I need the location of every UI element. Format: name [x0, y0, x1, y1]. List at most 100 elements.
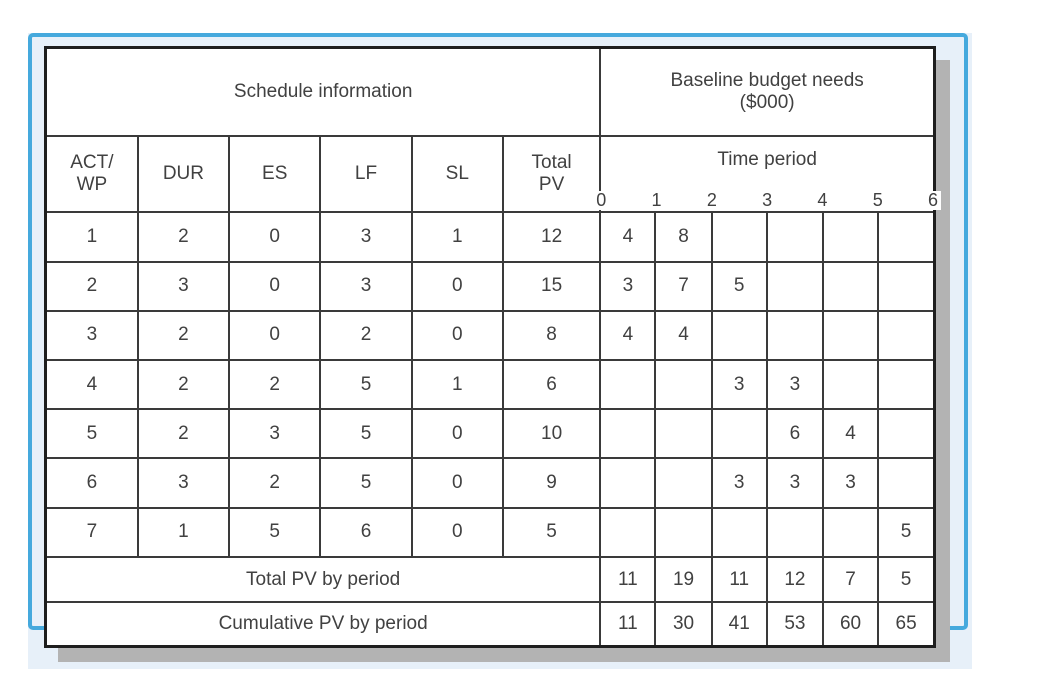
cell-act-wp: 5	[44, 408, 139, 460]
cell-es: 2	[228, 359, 322, 411]
time-axis-tick-4: 4	[814, 191, 831, 211]
cell-total-pv: 5	[501, 506, 602, 559]
time-axis-tick-6: 6	[924, 191, 942, 211]
col-header-total-pv: Total PV	[501, 134, 602, 214]
cell-period-0	[599, 408, 657, 460]
cell-period-5	[877, 211, 936, 263]
cell-period-1: 4	[654, 309, 713, 362]
total-pv-period-value: 11	[599, 556, 657, 604]
cumulative-pv-period-value: 11	[599, 601, 657, 648]
cell-total-pv: 8	[501, 309, 602, 362]
cell-sl: 0	[410, 506, 504, 559]
cell-es: 3	[228, 408, 322, 460]
col-header-es: ES	[228, 134, 322, 214]
cell-dur: 3	[136, 260, 231, 312]
cell-total-pv: 12	[501, 211, 602, 263]
cumulative-pv-row: Cumulative PV by period 11 30 41 53 60 6…	[44, 601, 936, 648]
cell-es: 0	[228, 309, 322, 362]
time-axis-tick-1: 1	[648, 191, 665, 211]
group-header-row: Schedule information Baseline budget nee…	[44, 46, 936, 137]
cell-period-3	[765, 260, 824, 312]
cell-dur: 2	[136, 359, 231, 411]
table-row: 1 2 0 3 1 12 4 8	[44, 211, 936, 263]
cell-dur: 1	[136, 506, 231, 559]
col-header-act-wp: ACT/ WP	[44, 134, 139, 214]
col-header-sl: SL	[410, 134, 504, 214]
cell-act-wp: 4	[44, 359, 139, 411]
cell-period-1	[654, 457, 713, 509]
cell-lf: 3	[319, 211, 413, 263]
cell-period-3	[765, 506, 824, 559]
cell-period-4	[821, 260, 880, 312]
cumulative-pv-period-value: 60	[821, 601, 880, 648]
time-period-label: Time period	[717, 148, 817, 170]
cell-period-2: 3	[710, 359, 768, 411]
cell-dur: 3	[136, 457, 231, 509]
cell-period-2	[710, 506, 768, 559]
cumulative-pv-row-label: Cumulative PV by period	[44, 601, 602, 648]
cell-es: 5	[228, 506, 322, 559]
cell-lf: 5	[319, 457, 413, 509]
cell-dur: 2	[136, 408, 231, 460]
total-pv-period-value: 12	[765, 556, 824, 604]
table-row: 3 2 0 2 0 8 4 4	[44, 309, 936, 362]
cell-period-0	[599, 359, 657, 411]
cell-period-5: 5	[877, 506, 936, 559]
cell-period-1	[654, 359, 713, 411]
cell-es: 0	[228, 260, 322, 312]
cell-lf: 5	[319, 359, 413, 411]
cell-period-5	[877, 260, 936, 312]
cell-period-3: 6	[765, 408, 824, 460]
cell-period-1	[654, 408, 713, 460]
table-row: 2 3 0 3 0 15 3 7 5	[44, 260, 936, 312]
cell-period-3: 3	[765, 457, 824, 509]
cell-period-4: 3	[821, 457, 880, 509]
total-pv-period-value: 19	[654, 556, 713, 604]
cell-period-5	[877, 457, 936, 509]
table-row: 6 3 2 5 0 9 3 3 3	[44, 457, 936, 509]
cumulative-pv-period-value: 41	[710, 601, 768, 648]
cell-period-1: 7	[654, 260, 713, 312]
table-row: 7 1 5 6 0 5 5	[44, 506, 936, 559]
cell-act-wp: 6	[44, 457, 139, 509]
cumulative-pv-period-value: 30	[654, 601, 713, 648]
cell-es: 2	[228, 457, 322, 509]
table-row: 5 2 3 5 0 10 6 4	[44, 408, 936, 460]
cell-sl: 0	[410, 408, 504, 460]
cell-act-wp: 2	[44, 260, 139, 312]
cell-period-5	[877, 359, 936, 411]
cell-period-2	[710, 211, 768, 263]
cell-period-4	[821, 506, 880, 559]
cell-period-2	[710, 408, 768, 460]
cell-dur: 2	[136, 211, 231, 263]
cell-period-5	[877, 309, 936, 362]
cell-period-2: 3	[710, 457, 768, 509]
cell-period-1	[654, 506, 713, 559]
table-row: 4 2 2 5 1 6 3 3	[44, 359, 936, 411]
cell-act-wp: 7	[44, 506, 139, 559]
cell-period-0: 4	[599, 309, 657, 362]
cell-total-pv: 15	[501, 260, 602, 312]
cell-lf: 5	[319, 408, 413, 460]
cell-act-wp: 3	[44, 309, 139, 362]
time-period-header: Time period 0 1 2 3 4 5 6	[593, 134, 942, 214]
cell-period-2	[710, 309, 768, 362]
cell-act-wp: 1	[44, 211, 139, 263]
column-header-row: ACT/ WP DUR ES LF SL Total PV Time perio…	[44, 134, 942, 214]
time-axis-tick-5: 5	[869, 191, 886, 211]
time-axis-tick-2: 2	[703, 191, 720, 211]
cell-sl: 0	[410, 309, 504, 362]
cell-period-0: 3	[599, 260, 657, 312]
col-header-dur: DUR	[136, 134, 231, 214]
cell-period-1: 8	[654, 211, 713, 263]
cell-total-pv: 10	[501, 408, 602, 460]
cell-dur: 2	[136, 309, 231, 362]
cell-lf: 3	[319, 260, 413, 312]
cell-period-4: 4	[821, 408, 880, 460]
cumulative-pv-period-value: 53	[765, 601, 824, 648]
cell-lf: 2	[319, 309, 413, 362]
cell-total-pv: 6	[501, 359, 602, 411]
cumulative-pv-period-value: 65	[877, 601, 936, 648]
cell-period-0: 4	[599, 211, 657, 263]
total-pv-row: Total PV by period 11 19 11 12 7 5	[44, 556, 936, 604]
